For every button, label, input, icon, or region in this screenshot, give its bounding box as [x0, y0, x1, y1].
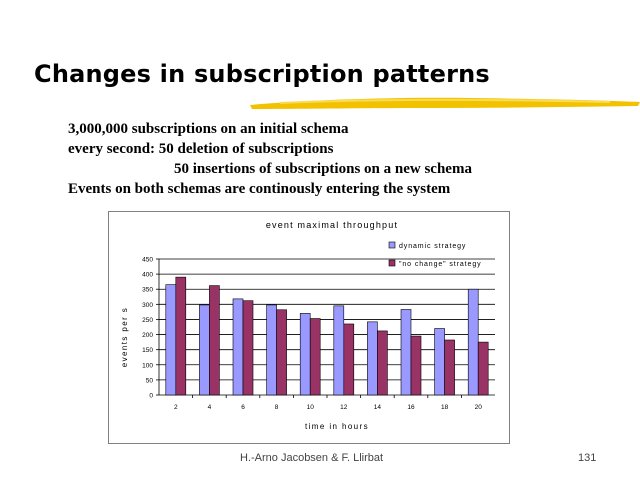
- y-tick-label: 400: [142, 272, 153, 279]
- bar-series-1: [266, 304, 277, 396]
- chart-svg: event maximal throughput 0 50 100 150 200 250 3…: [120, 220, 495, 431]
- y-tick-label: 200: [142, 332, 153, 339]
- yellow-brush-stroke: [250, 97, 640, 109]
- bar-series-2: [343, 323, 355, 396]
- bullet-line: 50 insertions of subscriptions on a new …: [174, 161, 472, 177]
- x-tick-label: 10: [307, 404, 315, 411]
- bar-series-1: [299, 313, 311, 396]
- bullet-line: Events on both schemas are continously e…: [68, 181, 451, 197]
- y-tick-label: 150: [142, 347, 153, 354]
- x-tick-label: 8: [275, 404, 279, 411]
- x-tick-label: 16: [407, 404, 415, 411]
- legend-label-2: "no change" strategy: [399, 261, 482, 268]
- slide-bullets: 3,000,000 subscriptions on an initial sc…: [68, 119, 472, 199]
- x-tick-label: 4: [208, 404, 212, 411]
- bar-series-2: [276, 309, 287, 396]
- brush-stroke-highlight: [279, 98, 611, 104]
- bar-series-2: [309, 318, 321, 396]
- bar-series-2: [377, 330, 388, 396]
- bar-series-2: [242, 300, 254, 396]
- x-tick-label: 6: [241, 404, 245, 411]
- bar-series-1: [434, 328, 445, 396]
- bar-series-2: [477, 341, 489, 396]
- chart-title: event maximal throughput: [266, 220, 398, 230]
- x-tick-label: 14: [374, 404, 382, 411]
- legend-swatch-2: [388, 259, 396, 267]
- bar-series-1: [199, 304, 210, 396]
- bar-series-1: [165, 284, 177, 396]
- y-tick-label: 300: [142, 302, 153, 309]
- x-tick-label: 20: [475, 404, 483, 411]
- y-axis-label: events per s: [120, 307, 129, 367]
- y-tick-label: 50: [146, 377, 154, 384]
- footer-authors: H.-Arno Jacobsen & F. Llirbat: [240, 452, 384, 464]
- x-tick-label: 12: [340, 404, 348, 411]
- x-tick-label: 2: [174, 404, 178, 411]
- page-number: 131: [578, 452, 597, 464]
- bar-series-1: [333, 305, 345, 396]
- bar-series-2: [444, 339, 455, 396]
- legend-label-1: dynamic strategy: [399, 243, 466, 250]
- bar-series-2: [410, 335, 422, 396]
- bar-series-1: [400, 309, 412, 396]
- bar-series-1: [232, 298, 244, 396]
- y-tick-label: 450: [142, 257, 153, 264]
- bullet-line: 3,000,000 subscriptions on an initial sc…: [68, 121, 349, 137]
- y-tick-label: 250: [142, 317, 153, 324]
- bullet-line: every second: 50 deletion of subscriptio…: [68, 141, 334, 157]
- throughput-chart: event maximal throughput 0 50 100 150 200 250 3…: [108, 211, 510, 444]
- x-axis-label: time in hours: [305, 422, 369, 431]
- bar-series-2: [175, 276, 187, 396]
- bar-series-1: [467, 288, 479, 396]
- slide-title: Changes in subscription patterns: [34, 60, 490, 88]
- y-tick-label: 0: [149, 393, 153, 400]
- x-tick-label: 18: [441, 404, 449, 411]
- bar-series-1: [367, 321, 378, 396]
- bar-series-2: [209, 285, 220, 396]
- y-tick-label: 350: [142, 287, 153, 294]
- y-tick-label: 100: [142, 362, 153, 369]
- legend-swatch-1: [388, 241, 396, 249]
